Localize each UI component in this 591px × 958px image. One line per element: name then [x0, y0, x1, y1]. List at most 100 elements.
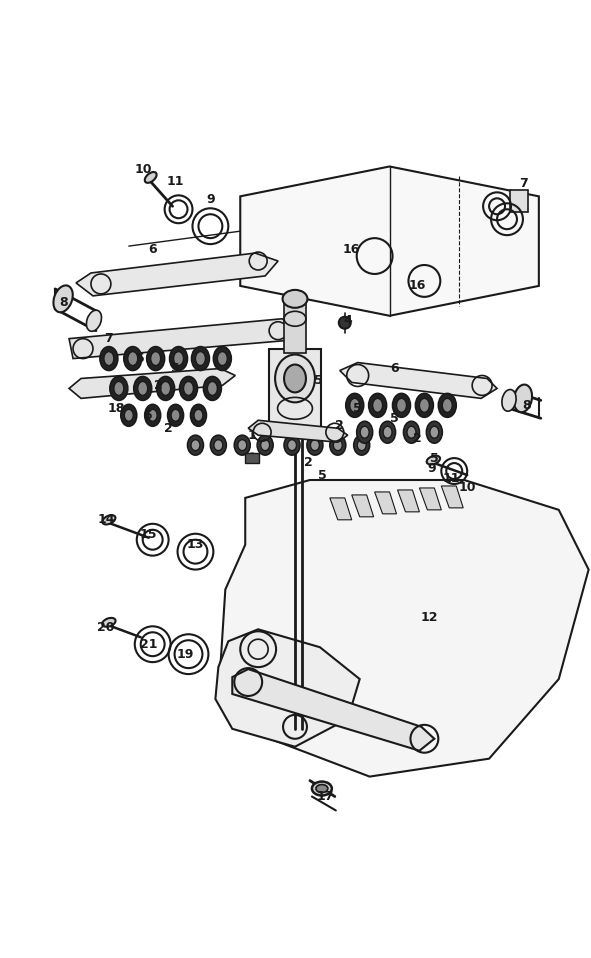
- Ellipse shape: [397, 399, 407, 412]
- Ellipse shape: [415, 394, 433, 418]
- Ellipse shape: [124, 347, 142, 371]
- Ellipse shape: [360, 426, 369, 438]
- Text: 8: 8: [522, 399, 531, 412]
- Text: 19: 19: [177, 648, 194, 661]
- Ellipse shape: [257, 435, 273, 455]
- Text: 20: 20: [97, 621, 115, 634]
- Polygon shape: [398, 490, 420, 512]
- Text: 7: 7: [519, 177, 528, 190]
- Ellipse shape: [316, 785, 328, 792]
- Ellipse shape: [102, 618, 116, 627]
- Ellipse shape: [53, 285, 73, 312]
- Circle shape: [339, 317, 350, 329]
- Text: 9: 9: [206, 193, 215, 206]
- Ellipse shape: [214, 440, 223, 450]
- Ellipse shape: [168, 404, 184, 426]
- Ellipse shape: [407, 426, 416, 438]
- Ellipse shape: [238, 440, 246, 450]
- Ellipse shape: [392, 394, 411, 418]
- Ellipse shape: [234, 435, 250, 455]
- Text: 8: 8: [59, 296, 67, 309]
- Ellipse shape: [426, 422, 442, 444]
- Text: 2: 2: [154, 379, 163, 392]
- Text: 12: 12: [421, 611, 438, 624]
- Ellipse shape: [275, 354, 315, 402]
- Ellipse shape: [161, 381, 171, 396]
- Polygon shape: [215, 629, 360, 746]
- Ellipse shape: [312, 782, 332, 795]
- Ellipse shape: [346, 394, 363, 418]
- Ellipse shape: [357, 422, 373, 444]
- Ellipse shape: [196, 352, 206, 366]
- Polygon shape: [248, 421, 348, 443]
- Text: 10: 10: [459, 482, 476, 494]
- Ellipse shape: [284, 365, 306, 393]
- Text: 11: 11: [443, 471, 460, 485]
- Ellipse shape: [180, 376, 197, 400]
- Ellipse shape: [203, 376, 222, 400]
- Text: 2: 2: [413, 432, 422, 445]
- Text: 10: 10: [135, 163, 152, 176]
- Ellipse shape: [357, 440, 366, 450]
- Ellipse shape: [174, 352, 184, 366]
- Ellipse shape: [217, 352, 228, 366]
- Text: 18: 18: [107, 401, 125, 415]
- Ellipse shape: [502, 390, 516, 411]
- Text: 3: 3: [244, 451, 252, 465]
- Ellipse shape: [187, 435, 203, 455]
- Text: 5: 5: [353, 401, 362, 415]
- Bar: [284, 298, 306, 354]
- Ellipse shape: [102, 515, 115, 524]
- Ellipse shape: [147, 347, 165, 371]
- Ellipse shape: [104, 352, 114, 366]
- Polygon shape: [330, 498, 352, 520]
- Ellipse shape: [427, 456, 440, 465]
- Ellipse shape: [148, 409, 157, 422]
- Ellipse shape: [373, 399, 382, 412]
- Text: 1: 1: [248, 429, 256, 442]
- Ellipse shape: [379, 422, 395, 444]
- Ellipse shape: [134, 376, 152, 400]
- Ellipse shape: [282, 290, 307, 308]
- Bar: [269, 349, 321, 428]
- Ellipse shape: [86, 310, 102, 331]
- Ellipse shape: [430, 426, 439, 438]
- Text: 16: 16: [343, 242, 361, 256]
- Ellipse shape: [191, 440, 200, 450]
- Polygon shape: [69, 319, 295, 358]
- Polygon shape: [241, 167, 539, 316]
- Ellipse shape: [110, 376, 128, 400]
- Ellipse shape: [350, 399, 360, 412]
- Ellipse shape: [330, 435, 346, 455]
- Text: 7: 7: [105, 332, 113, 345]
- Text: 9: 9: [427, 462, 436, 474]
- Text: 21: 21: [140, 638, 157, 650]
- Text: 6: 6: [390, 362, 399, 375]
- Ellipse shape: [310, 440, 319, 450]
- Ellipse shape: [157, 376, 174, 400]
- Polygon shape: [340, 362, 497, 399]
- Ellipse shape: [114, 381, 124, 396]
- Ellipse shape: [404, 422, 420, 444]
- Ellipse shape: [100, 347, 118, 371]
- Text: 5: 5: [317, 468, 326, 482]
- Ellipse shape: [284, 435, 300, 455]
- Polygon shape: [352, 495, 374, 516]
- Polygon shape: [375, 492, 397, 513]
- Ellipse shape: [170, 347, 187, 371]
- Text: 17: 17: [316, 790, 333, 803]
- Ellipse shape: [261, 440, 269, 450]
- Ellipse shape: [439, 394, 456, 418]
- Text: 5: 5: [137, 353, 145, 365]
- Text: 6: 6: [148, 242, 157, 256]
- Ellipse shape: [121, 404, 137, 426]
- Ellipse shape: [138, 381, 148, 396]
- Text: 5: 5: [390, 412, 399, 424]
- Text: 5: 5: [313, 374, 322, 387]
- Text: 4: 4: [343, 314, 352, 328]
- Ellipse shape: [207, 381, 217, 396]
- Circle shape: [247, 453, 257, 463]
- Ellipse shape: [184, 381, 193, 396]
- Ellipse shape: [128, 352, 138, 366]
- Polygon shape: [76, 253, 278, 296]
